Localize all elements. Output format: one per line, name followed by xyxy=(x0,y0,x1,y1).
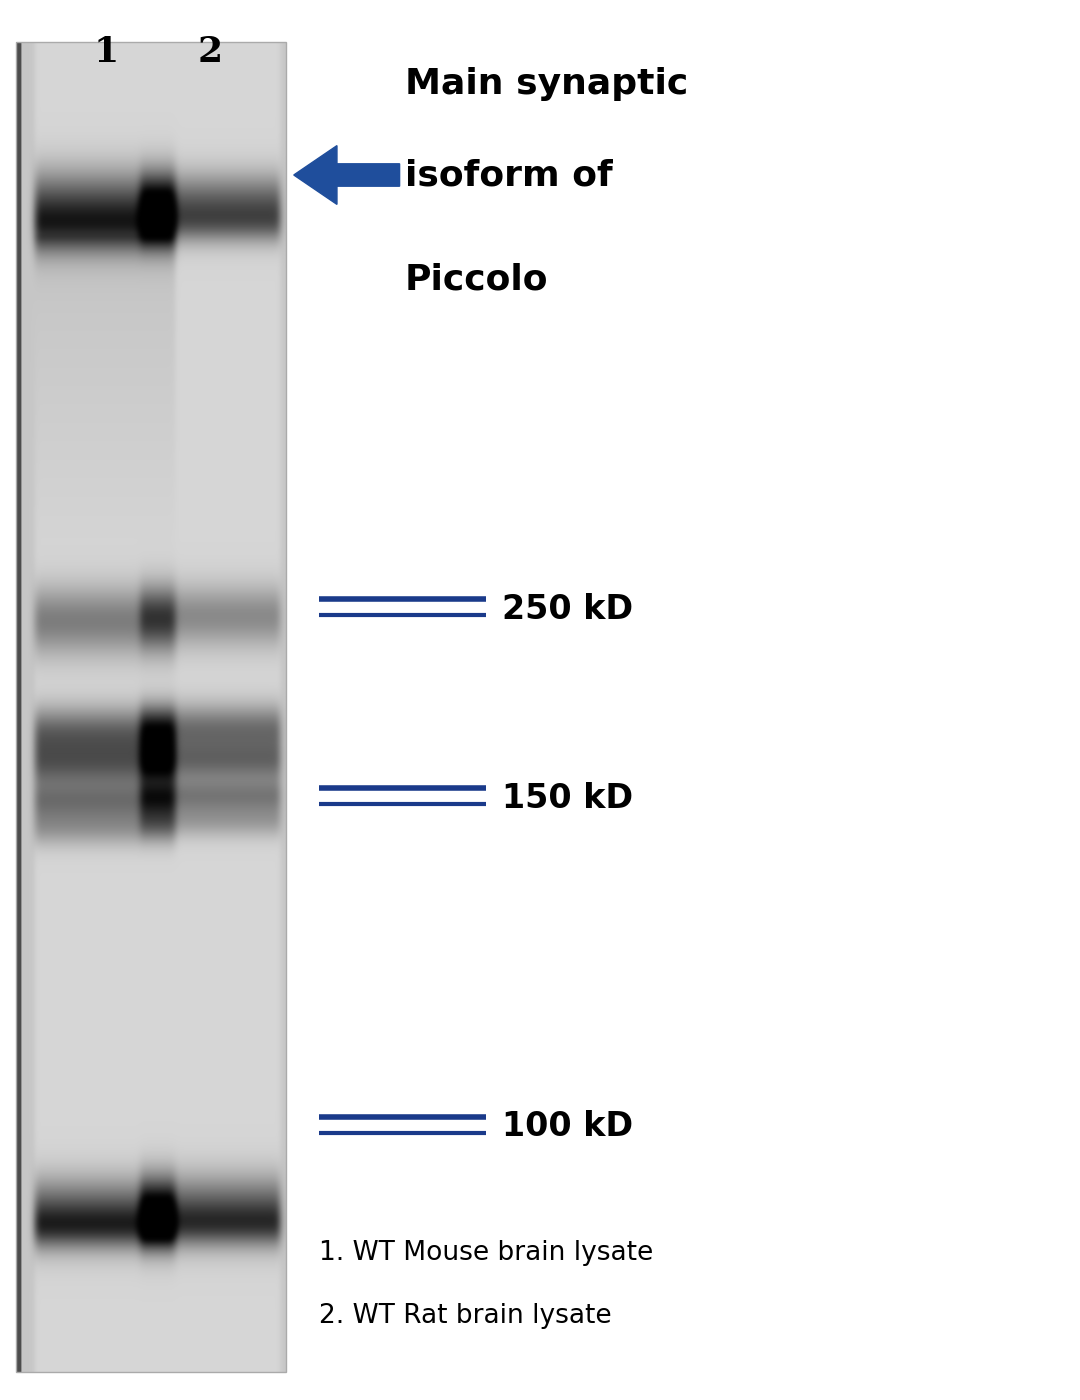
Text: 250 kD: 250 kD xyxy=(502,592,633,626)
Text: 100 kD: 100 kD xyxy=(502,1110,633,1144)
Text: 1. WT Mouse brain lysate: 1. WT Mouse brain lysate xyxy=(319,1240,652,1266)
Bar xyxy=(16,42,286,1372)
Text: Main synaptic: Main synaptic xyxy=(405,67,688,101)
Text: 2. WT Rat brain lysate: 2. WT Rat brain lysate xyxy=(319,1303,611,1329)
Text: 1: 1 xyxy=(93,35,119,69)
Text: 150 kD: 150 kD xyxy=(502,781,633,815)
Text: isoform of: isoform of xyxy=(405,158,612,192)
FancyArrow shape xyxy=(294,146,400,204)
Text: Piccolo: Piccolo xyxy=(405,263,549,297)
Text: 2: 2 xyxy=(198,35,224,69)
